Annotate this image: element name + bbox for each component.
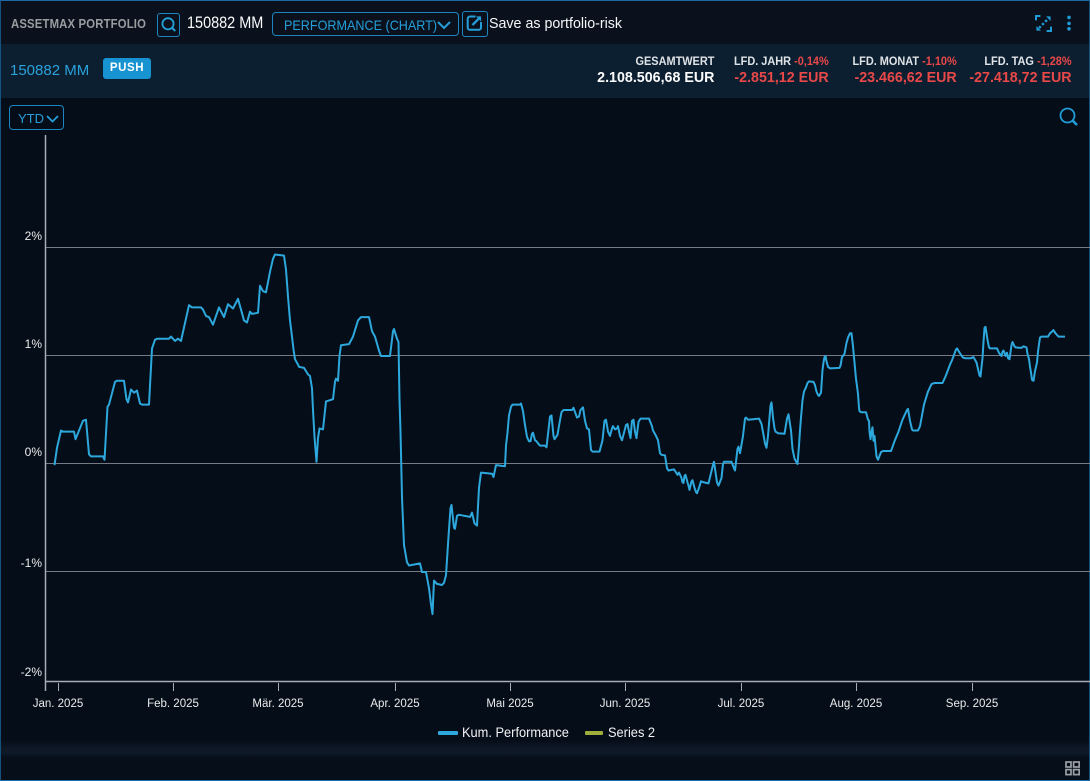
svg-text:Mär. 2025: Mär. 2025	[252, 698, 303, 710]
svg-text:0%: 0%	[25, 445, 43, 459]
svg-text:Aug. 2025: Aug. 2025	[830, 698, 882, 710]
svg-text:-1%: -1%	[21, 556, 43, 570]
svg-text:Apr. 2025: Apr. 2025	[370, 698, 419, 710]
svg-text:-2%: -2%	[21, 665, 43, 679]
svg-text:2%: 2%	[25, 229, 43, 243]
svg-text:Jun. 2025: Jun. 2025	[600, 698, 651, 710]
svg-text:Jan. 2025: Jan. 2025	[33, 698, 84, 710]
svg-text:Sep. 2025: Sep. 2025	[946, 698, 998, 710]
svg-text:1%: 1%	[25, 337, 43, 351]
svg-text:Jul. 2025: Jul. 2025	[718, 698, 765, 710]
svg-text:Feb. 2025: Feb. 2025	[147, 698, 199, 710]
svg-text:Mai 2025: Mai 2025	[486, 698, 533, 710]
